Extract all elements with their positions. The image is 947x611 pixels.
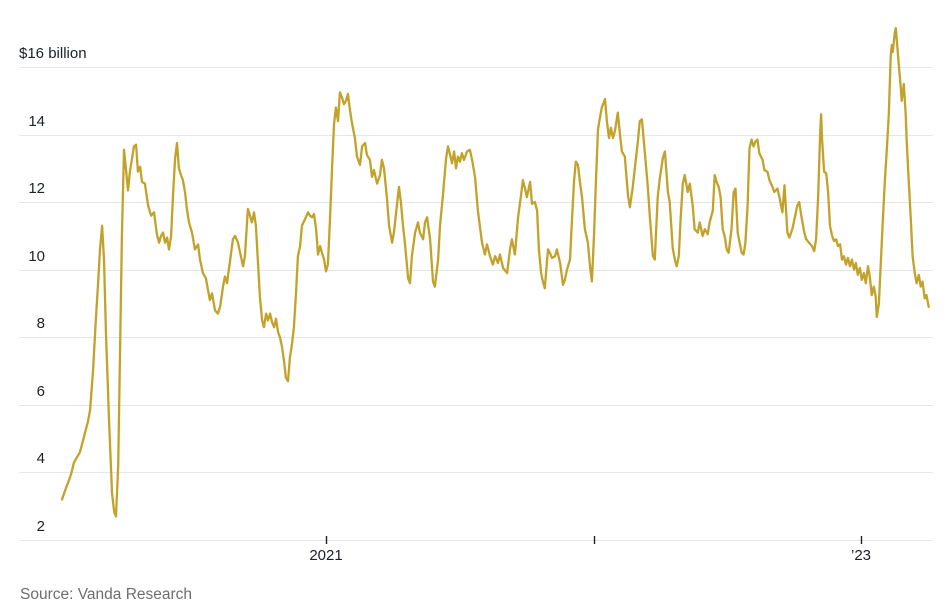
y-axis-unit-label: $16 billion <box>19 45 87 62</box>
y-tick-label: 10 <box>28 248 45 265</box>
y-tick-label: 6 <box>36 383 45 400</box>
y-tick-label: 2 <box>36 518 45 535</box>
data-line-series <box>60 26 930 518</box>
x-tick-label: ’23 <box>850 547 872 564</box>
y-tick-label: 8 <box>36 315 45 332</box>
source-attribution: Source: Vanda Research <box>20 586 193 603</box>
y-tick-label: 14 <box>28 113 45 130</box>
y-tick-label: 12 <box>28 180 45 197</box>
y-tick-label: 4 <box>36 450 45 467</box>
x-tick-label: 2021 <box>309 547 343 564</box>
